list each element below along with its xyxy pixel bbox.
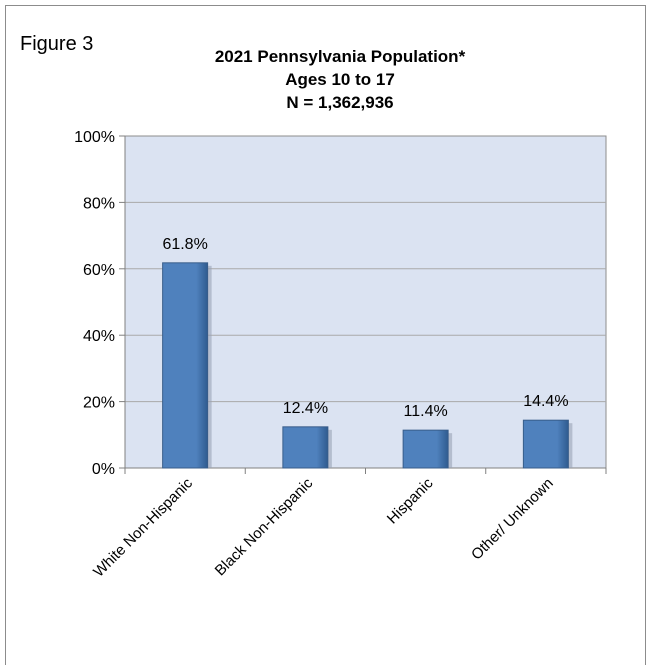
y-tick-label: 80% bbox=[83, 195, 115, 212]
x-tick-label: Black Non-Hispanic bbox=[212, 474, 317, 579]
chart-title-line-3: N = 1,362,936 bbox=[286, 93, 394, 112]
y-tick-label: 20% bbox=[83, 395, 115, 412]
y-tick-label: 0% bbox=[92, 461, 115, 478]
data-label: 61.8% bbox=[162, 236, 207, 253]
data-label: 11.4% bbox=[404, 403, 448, 420]
data-label: 14.4% bbox=[523, 393, 568, 410]
x-tick-label: Hispanic bbox=[384, 474, 437, 527]
x-tick-label: Other/ Unknown bbox=[468, 475, 557, 564]
bar-3 bbox=[522, 419, 569, 469]
chart-title-line-2: Ages 10 to 17 bbox=[285, 70, 395, 89]
y-tick-label: 60% bbox=[83, 262, 115, 279]
bar-2 bbox=[402, 429, 449, 469]
x-tick-label: White Non-Hispanic bbox=[90, 474, 196, 580]
y-tick-label: 100% bbox=[74, 129, 115, 146]
figure-label: Figure 3 bbox=[20, 33, 94, 55]
y-tick-label: 40% bbox=[83, 328, 115, 345]
bar-1 bbox=[282, 426, 329, 469]
chart-title-line-1: 2021 Pennsylvania Population* bbox=[214, 47, 466, 66]
bar-0 bbox=[162, 262, 209, 469]
data-label: 12.4% bbox=[283, 400, 328, 417]
